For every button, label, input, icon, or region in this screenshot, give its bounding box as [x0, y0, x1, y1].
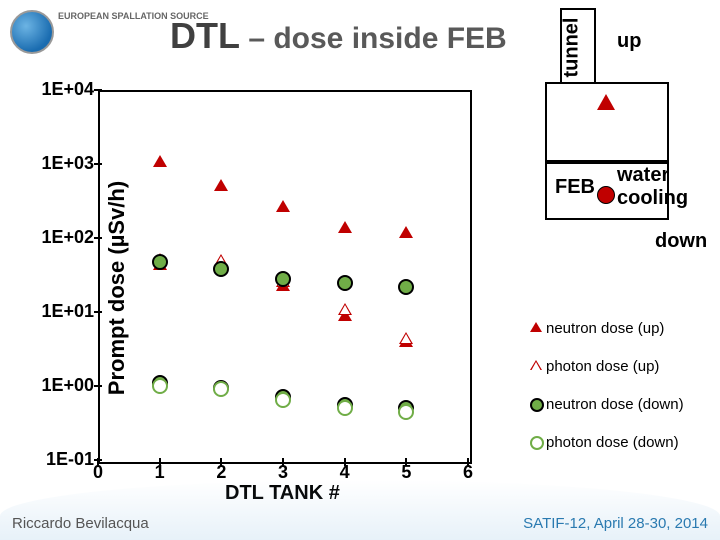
data-point	[399, 332, 413, 344]
y-tick-mark	[94, 311, 102, 313]
x-tick-mark	[467, 458, 469, 466]
x-tick-mark	[220, 458, 222, 466]
data-point	[275, 392, 291, 408]
tunnel-label: tunnel	[561, 18, 584, 78]
y-tick: 1E+04	[24, 79, 94, 100]
y-tick: 1E+02	[24, 227, 94, 248]
red-circle-icon	[597, 186, 615, 204]
x-tick-mark	[282, 458, 284, 466]
legend-item: photon dose (up)	[530, 358, 659, 375]
legend-label: photon dose (up)	[546, 358, 659, 375]
legend-item: neutron dose (down)	[530, 396, 684, 413]
title-dtl: DTL	[170, 15, 240, 56]
x-tick-mark	[344, 458, 346, 466]
down-label: down	[655, 230, 707, 253]
up-label: up	[617, 30, 641, 53]
legend-item: neutron dose (up)	[530, 320, 664, 337]
x-tick-mark	[97, 458, 99, 466]
data-point	[337, 400, 353, 416]
data-point	[275, 271, 291, 287]
data-point	[214, 179, 228, 191]
data-point	[276, 200, 290, 212]
y-tick-mark	[94, 89, 102, 91]
ess-logo	[10, 10, 54, 54]
legend-label: photon dose (down)	[546, 434, 679, 451]
y-tick: 1E+01	[24, 301, 94, 322]
data-point	[153, 155, 167, 167]
x-axis-label: DTL TANK #	[225, 482, 340, 505]
data-point	[213, 381, 229, 397]
data-point	[152, 378, 168, 394]
y-tick: 1E-01	[24, 449, 94, 470]
data-point	[338, 221, 352, 233]
y-tick-mark	[94, 237, 102, 239]
legend-item: photon dose (down)	[530, 434, 679, 451]
data-point	[398, 279, 414, 295]
footer-author: Riccardo Bevilacqua	[12, 515, 149, 532]
feb-label: FEB	[555, 176, 595, 199]
y-tick: 1E+03	[24, 153, 94, 174]
title-rest: – dose inside FEB	[240, 22, 507, 55]
x-tick-mark	[405, 458, 407, 466]
red-triangle-icon	[597, 94, 615, 110]
page-title: DTL – dose inside FEB	[170, 15, 507, 57]
y-tick: 1E+00	[24, 375, 94, 396]
data-point	[338, 303, 352, 315]
data-point	[399, 226, 413, 238]
footer-event: SATIF-12, April 28-30, 2014	[523, 515, 708, 532]
data-point	[398, 404, 414, 420]
y-tick-mark	[94, 163, 102, 165]
data-point	[337, 275, 353, 291]
legend-label: neutron dose (up)	[546, 320, 664, 337]
x-tick-mark	[159, 458, 161, 466]
water-label: water cooling	[617, 164, 720, 210]
data-point	[213, 261, 229, 277]
data-point	[152, 254, 168, 270]
y-axis-label: Prompt dose (µSv/h)	[104, 181, 130, 395]
legend-label: neutron dose (down)	[546, 396, 684, 413]
y-tick-mark	[94, 385, 102, 387]
